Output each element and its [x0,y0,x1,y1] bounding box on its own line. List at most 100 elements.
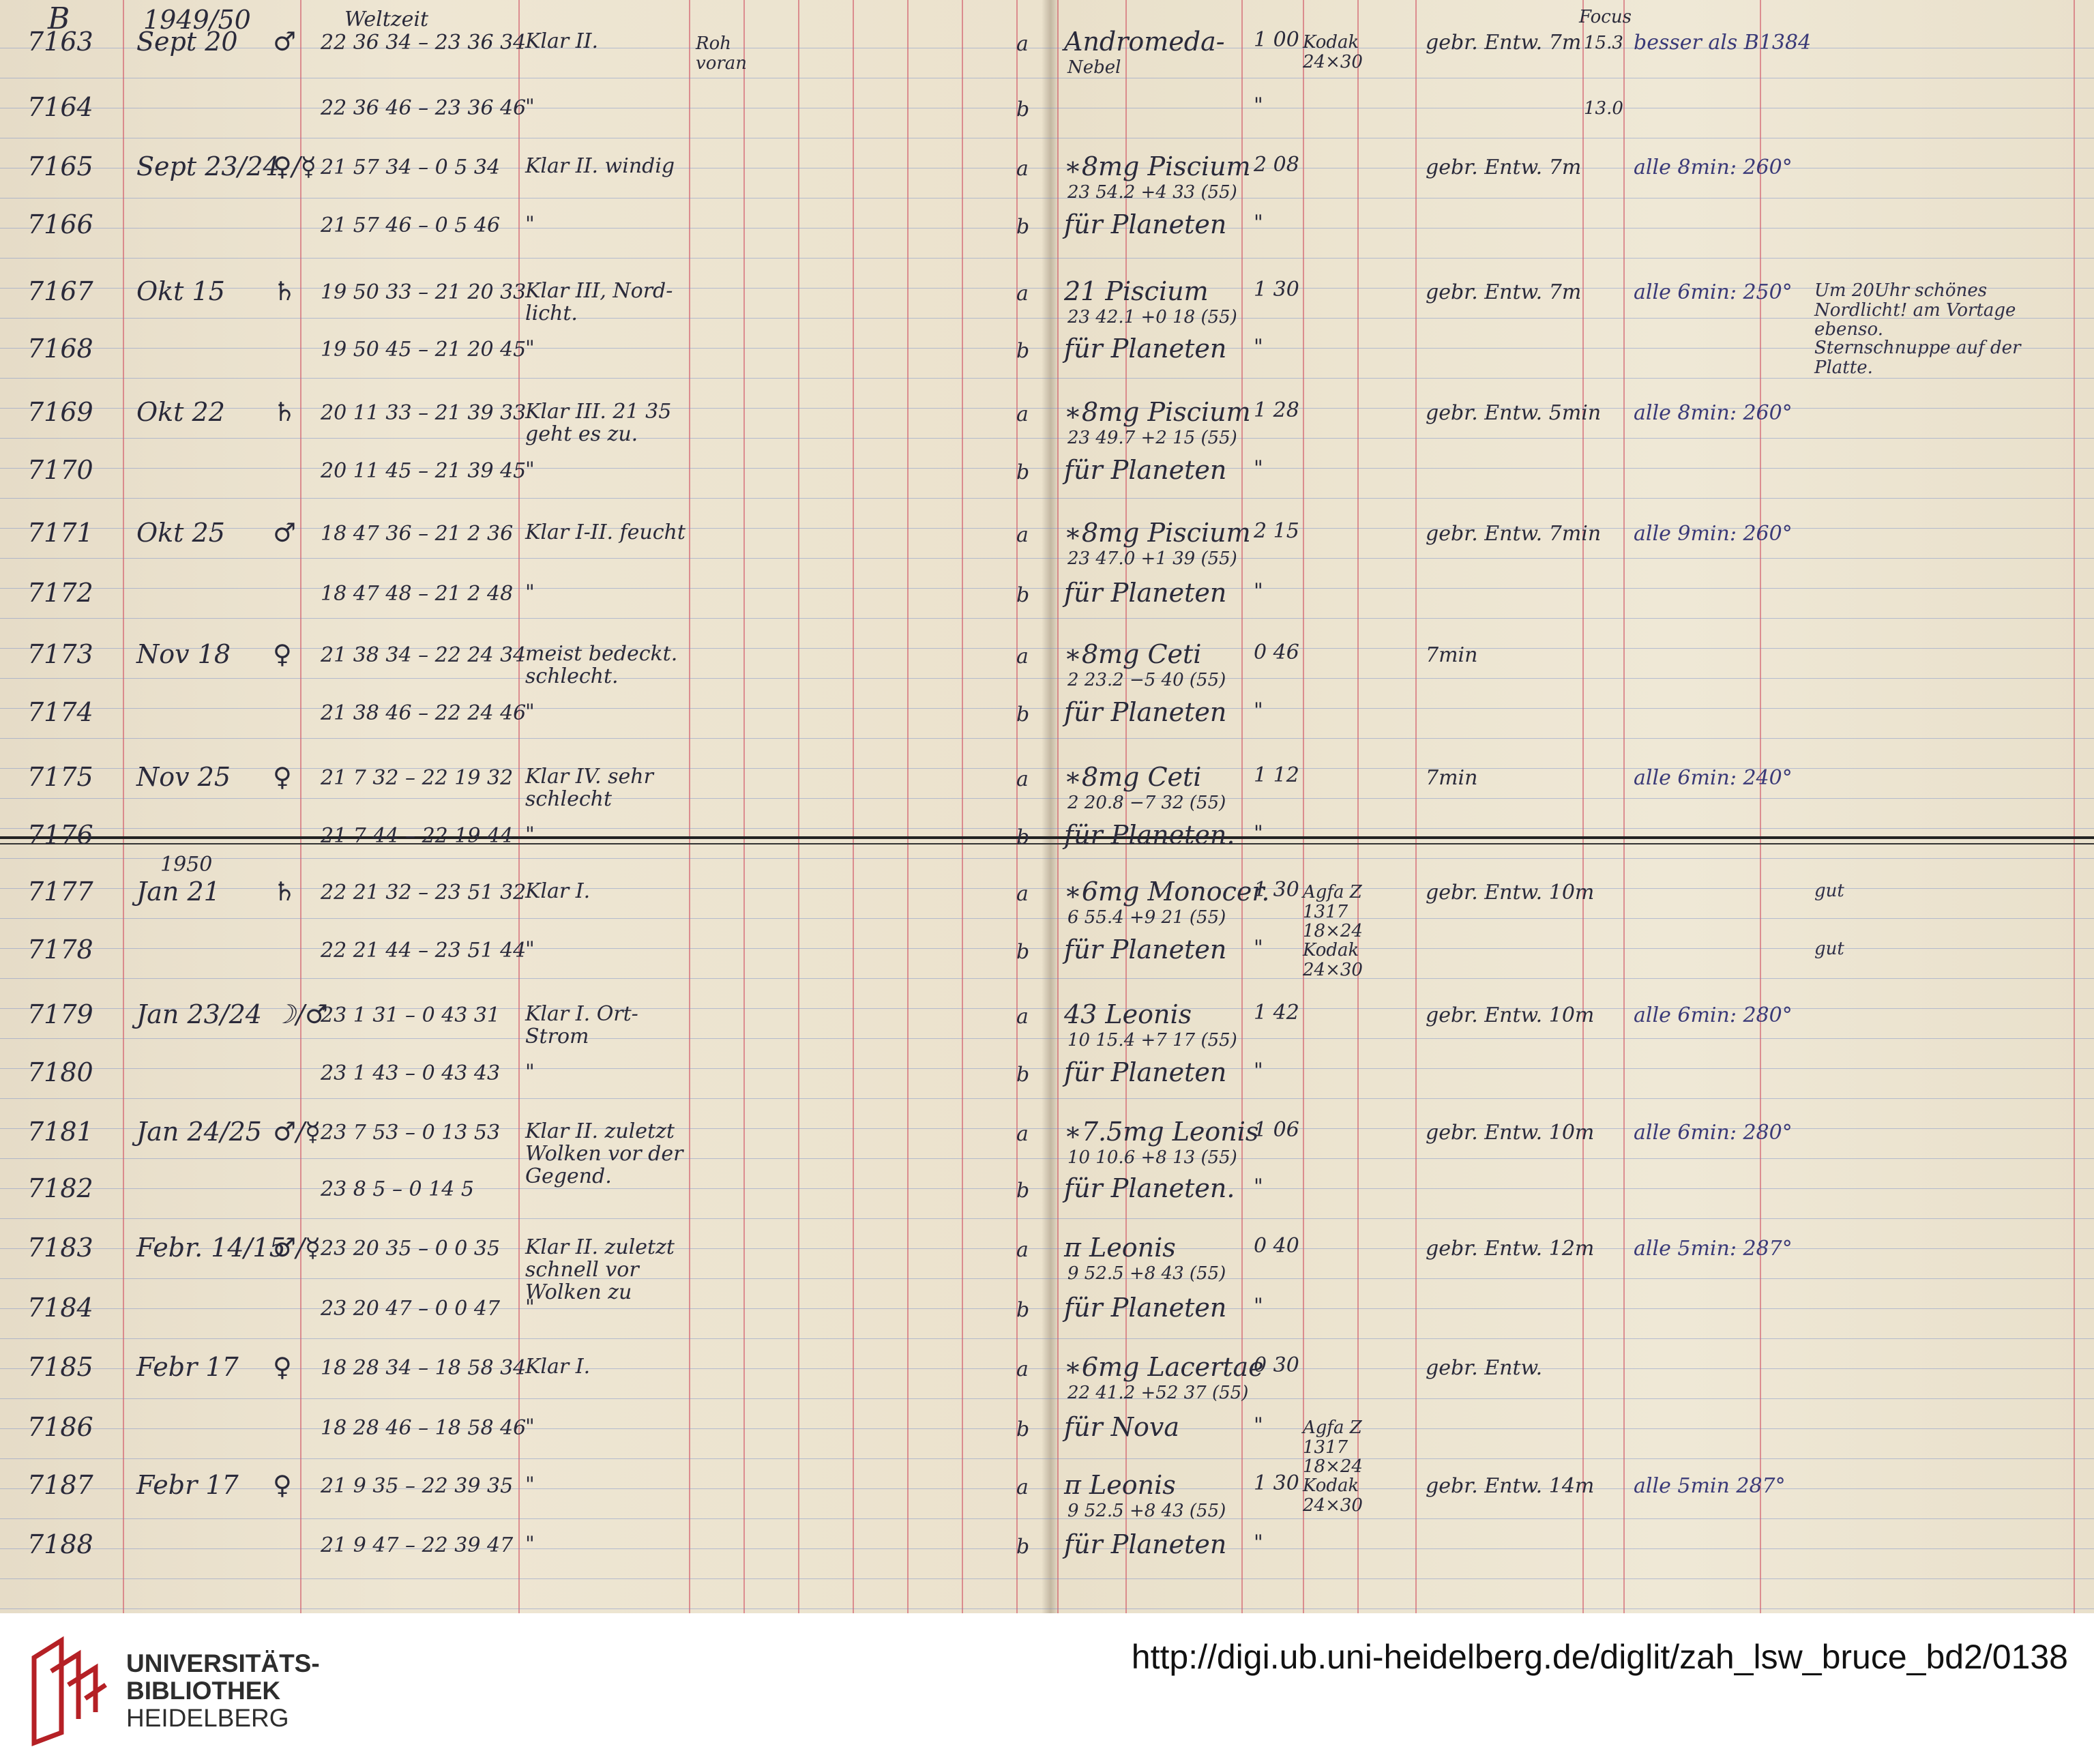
plate-half: b [1016,583,1030,607]
focus-value: 15.3 [1584,33,1623,53]
object-name: für Planeten [1064,209,1227,239]
plate-number: 7188 [27,1529,93,1559]
object-coords: 2 23.2 −5 40 (55) [1067,670,1226,690]
exposure-duration: " [1254,1294,1263,1318]
object-name: für Planeten [1064,1057,1227,1087]
ruled-line [0,678,2094,679]
remark: alle 5min: 287° [1634,1237,1793,1261]
exposure-duration: " [1254,335,1263,359]
ruled-line [0,768,2094,769]
sky-condition: Klar II. zuletzt Wolken vor der Gegend. [525,1119,683,1188]
exposure-time: 20 11 45 – 21 39 45 [321,459,527,483]
ruled-line [0,858,2094,859]
object-coords: 23 54.2 +4 33 (55) [1067,182,1237,203]
exposure-duration: " [1254,579,1263,603]
weekday-symbol: ♀ [273,639,292,669]
development: gebr. Entw. 10m [1426,1003,1595,1027]
plate-type: Agfa Z 1317 18×24 [1303,882,1363,942]
logo-line-3: HEIDELBERG [126,1704,289,1732]
ruled-line [0,438,2094,439]
weekday-symbol: ♀ [273,762,292,792]
object-coords: 6 55.4 +9 21 (55) [1067,907,1226,928]
ruled-line [0,828,2094,829]
ledger-scan: B 1949/50 Weltzeit Focus Roh voran 7163 S… [0,0,2094,1613]
plate-half: b [1016,1417,1030,1441]
margin-rule [123,0,124,1613]
remark: alle 8min: 260° [1634,401,1793,425]
weekday-symbol: ♄ [273,276,297,306]
object-name: 43 Leonis [1064,999,1192,1029]
sky-condition: Klar II. zuletzt schnell vor Wolken zu [525,1235,675,1304]
ruled-line [0,318,2094,319]
margin-rule [689,0,690,1613]
source-url-link[interactable]: http://digi.ub.uni-heidelberg.de/diglit/… [1131,1638,2068,1676]
development: 7min [1426,766,1478,790]
remark: alle 6min: 280° [1634,1003,1793,1027]
exposure-duration: 0 30 [1254,1353,1299,1377]
margin-note: Um 20Uhr schönes Nordlicht! am Vortage e… [1814,280,2016,340]
development: gebr. Entw. 14m [1426,1474,1595,1498]
ruled-line [0,1578,2094,1579]
development: gebr. Entw. 7m [1426,280,1582,304]
exposure-duration: 0 40 [1254,1234,1299,1258]
remark: alle 5min 287° [1634,1474,1786,1498]
plate-half: a [1016,1475,1029,1499]
object-name: für Planeten. [1064,1173,1235,1203]
ruled-line [0,1548,2094,1549]
obs-date: Jan 23/24 [136,999,262,1029]
ruled-line [0,978,2094,979]
exposure-duration: " [1254,211,1263,235]
exposure-time: 21 38 46 – 22 24 46 [321,701,527,725]
ruled-line [0,1488,2094,1489]
ruled-line [0,798,2094,799]
plate-number: 7176 [27,820,93,850]
sky-condition: " [525,700,535,724]
ruled-line [0,1128,2094,1129]
footer-bar [0,1613,2094,1764]
ruled-line [0,288,2094,289]
sky-condition: " [525,1532,535,1556]
development: gebr. Entw. 12m [1426,1237,1595,1261]
plate-half: b [1016,1298,1030,1322]
exposure-duration: " [1254,1413,1263,1437]
sky-condition: " [525,458,535,482]
sky-condition: " [525,937,535,961]
object-coords: 23 49.7 +2 15 (55) [1067,428,1237,448]
plate-half: b [1016,98,1030,121]
plate-number: 7187 [27,1470,93,1500]
ruled-line [0,528,2094,529]
plate-number: 7169 [27,397,93,427]
object-coords: 9 52.5 +8 43 (55) [1067,1263,1226,1284]
year-separator-line [0,836,2094,839]
plate-number: 7181 [27,1117,93,1147]
sky-condition: " [525,95,535,119]
plate-number: 7177 [27,877,93,907]
sky-condition: " [525,1473,535,1497]
exposure-duration: " [1254,93,1263,117]
exposure-duration: 1 30 [1254,278,1299,302]
ruled-line [0,198,2094,199]
margin-rule [1623,0,1625,1613]
object-coords: 23 42.1 +0 18 (55) [1067,307,1237,327]
object-coords: 22 41.2 +52 37 (55) [1067,1383,1249,1403]
object-name: für Planeten [1064,455,1227,485]
object-name: 21 Piscium [1064,276,1209,306]
obs-date: Sept 23/24 [136,151,280,181]
ruled-line [0,408,2094,409]
exposure-time: 23 1 31 – 0 43 31 [321,1003,501,1027]
ruled-line [0,558,2094,559]
exposure-duration: 2 15 [1254,519,1299,543]
plate-number: 7173 [27,639,93,669]
ruled-line [0,708,2094,709]
object-name: ∗8mg Piscium [1064,151,1251,181]
plate-number: 7163 [27,27,93,57]
plate-number: 7167 [27,276,93,306]
ruled-line [0,1518,2094,1519]
focus-value: 13.0 [1584,98,1623,119]
plate-type: Kodak 24×30 [1303,940,1363,980]
ruled-line [0,378,2094,379]
ruled-line [0,1038,2094,1039]
sky-condition: Klar I. [525,1355,591,1379]
year-separator-line-2 [0,843,2094,844]
exposure-time: 22 36 34 – 23 36 34 [321,31,527,55]
